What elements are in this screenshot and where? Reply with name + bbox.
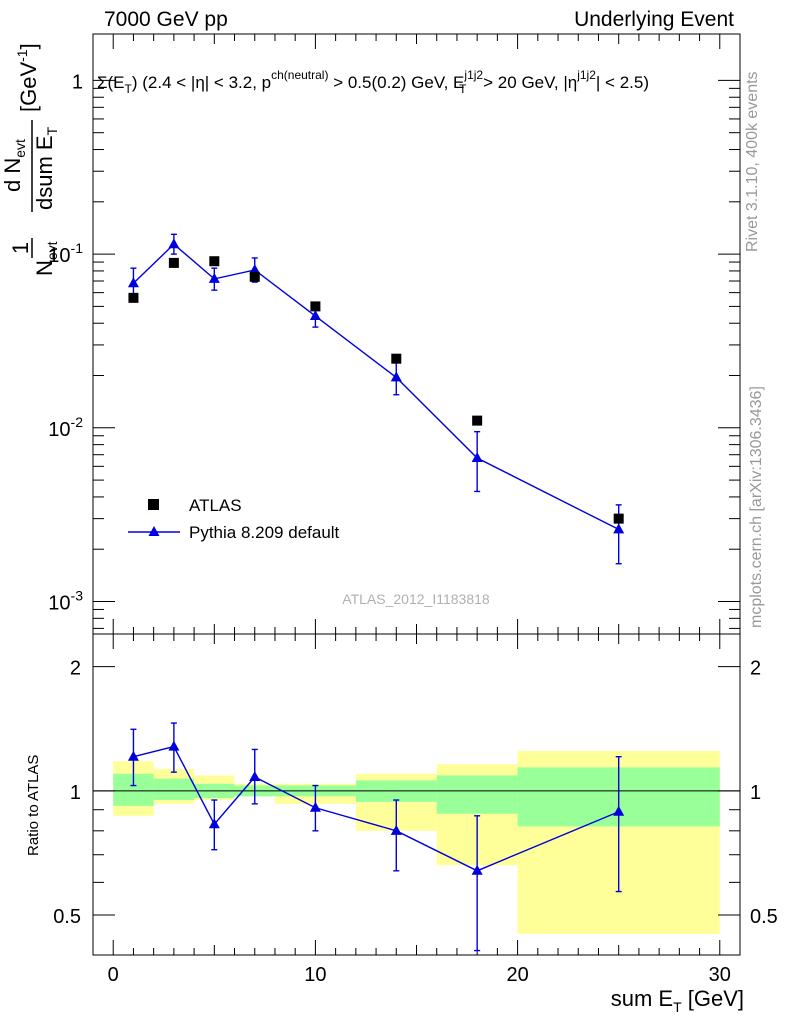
x-tick-label: 20 [506,964,528,986]
svg-text:[GeV-1]: [GeV-1] [14,43,41,112]
legend-atlas-marker [148,499,159,510]
x-tick-label: 10 [304,964,326,986]
mc-point [613,523,625,534]
y-tick-label: 1 [72,71,83,93]
ratio-y-tick-label: 1 [70,782,81,804]
ratio-y-axis-label: Ratio to ATLAS [25,755,42,856]
atlas-point [310,301,321,312]
ratio-y-tick-label: 2 [70,658,81,680]
ratio-point [613,805,625,816]
atlas-point [249,271,260,282]
ratio-mc-line [133,745,619,872]
mc-point [208,272,220,283]
ratio-y-tick-label: 0.5 [53,906,81,928]
atlas-point [391,353,402,364]
mc-point [309,310,321,321]
ratio-y-tick-label-right: 2 [750,658,761,680]
ratio-point [309,801,321,812]
main-title: Σ(ET) (2.4 < |η| < 3.2, pch(neutral) > 0… [97,68,649,96]
atlas-point [472,415,483,426]
band-stat [153,778,195,801]
main-y-axis-label: 1 Nevt d Nevt dsum ET [GeV-1] [0,43,60,276]
y-tick-label: 10-2 [48,414,83,441]
header-right: Underlying Event [574,8,734,31]
main-frame [92,33,741,635]
svg-text:Nevt: Nevt [32,241,60,276]
x-tick-label: 30 [709,964,731,986]
atlas-point [128,292,139,303]
legend-mc-label: Pythia 8.209 default [189,523,340,542]
mc-point [249,264,261,275]
ratio-point [249,771,261,782]
ratio-point [168,740,180,751]
svg-text:1: 1 [8,242,33,254]
ratio-y-tick-label-right: 0.5 [750,906,778,928]
ratio-point [390,824,402,835]
mc-point [471,452,483,463]
header-left: 7000 GeV pp [104,8,228,31]
x-tick-label: 0 [108,964,119,986]
x-axis-label: sum ET [GeV] [611,986,744,1015]
legend-mc-marker [148,526,160,536]
svg-text:d Nevt: d Nevt [0,139,28,192]
watermark: ATLAS_2012_I1183818 [342,591,490,607]
ratio-point [208,818,220,829]
atlas-point [209,256,220,267]
mc-line [132,243,620,531]
legend-atlas-label: ATLAS [189,496,242,515]
ratio-point [127,750,139,761]
y-tick-label: 10-1 [48,240,83,267]
mc-point [127,277,139,288]
band-stat [436,775,518,814]
svg-text:dsum ET: dsum ET [32,126,60,210]
y-tick-label: 10-3 [48,588,83,615]
mc-point [390,371,402,382]
atlas-point [613,513,624,524]
ratio-y-tick-label-right: 1 [750,782,761,804]
atlas-point [168,257,179,268]
ratio-point [471,864,483,875]
mc-point [168,238,180,249]
